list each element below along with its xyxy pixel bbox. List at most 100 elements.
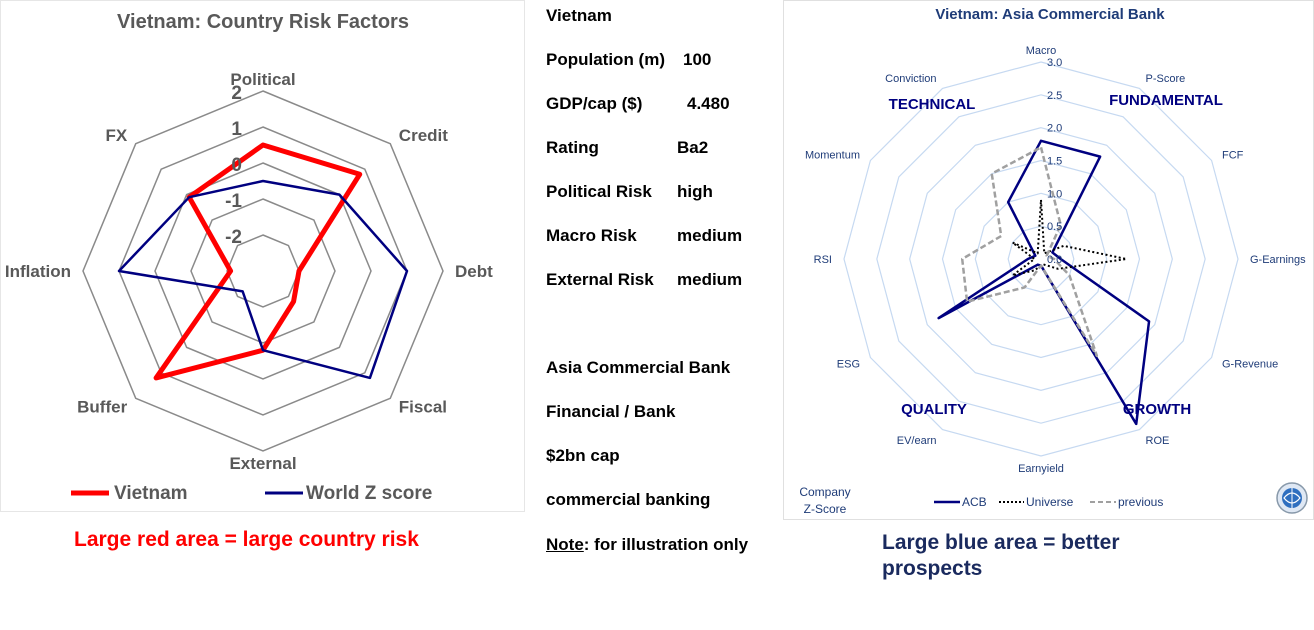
info-row-value: 100 — [683, 50, 712, 69]
info-row-value: high — [677, 182, 713, 201]
legend-label-universe: Universe — [1026, 495, 1074, 509]
info-row-label: Macro Risk — [546, 226, 637, 245]
company-zscore-chart-panel: Vietnam: Asia Commercial Bank Macro P-Sco… — [783, 0, 1314, 520]
series-vietnam — [153, 142, 363, 381]
info-row-label: GDP/cap ($) — [546, 94, 643, 113]
tick-labels: 3.0 2.5 2.0 1.5 1.0 0.5 0.0 — [1047, 57, 1062, 266]
chart-title: Vietnam: Country Risk Factors — [117, 11, 409, 33]
axis-label: EV/earn — [897, 435, 937, 447]
info-row-value: Ba2 — [677, 138, 709, 157]
info-row: Macro Risk medium — [546, 226, 742, 246]
info-row-label: Rating — [546, 138, 599, 157]
tick-label: 0.0 — [1047, 254, 1062, 266]
tick-label: 2.5 — [1047, 90, 1062, 102]
info-country: Vietnam — [546, 6, 612, 25]
axis-label: G-Earnings — [1250, 254, 1306, 266]
axis-label: External — [229, 454, 296, 473]
grid-ring — [1007, 225, 1075, 293]
grid-ring — [82, 90, 444, 452]
chart-title: Vietnam: Asia Commercial Bank — [935, 6, 1165, 23]
info-row-label: Population (m) — [546, 50, 665, 69]
grid-ring — [941, 159, 1141, 359]
group-label: FUNDAMENTAL — [1109, 92, 1223, 109]
info-row: External Risk medium — [546, 270, 742, 290]
note-text: : for illustration only — [583, 535, 749, 554]
group-labels: TECHNICAL FUNDAMENTAL QUALITY GROWTH — [889, 92, 1223, 418]
series-acb — [937, 139, 1151, 426]
info-cap: $2bn cap — [546, 446, 620, 465]
legend-label-vietnam: Vietnam — [114, 483, 188, 504]
radar-series-group — [937, 139, 1151, 426]
tick-label: -2 — [225, 227, 242, 248]
tick-label: 0.5 — [1047, 221, 1062, 233]
group-label: TECHNICAL — [889, 96, 976, 113]
axis-label: Macro — [1026, 45, 1057, 57]
tick-label: -1 — [225, 191, 242, 212]
tick-label: 1 — [231, 119, 242, 140]
info-row-value: 4.480 — [687, 94, 730, 113]
group-label: QUALITY — [901, 401, 967, 418]
axis-label: Earnyield — [1018, 463, 1064, 475]
axis-label: Inflation — [5, 262, 71, 281]
axis-label: Credit — [399, 126, 448, 145]
axis-label: Momentum — [805, 149, 860, 161]
grid-ring — [876, 94, 1206, 424]
caption-left: Large red area = large country risk — [74, 528, 419, 551]
company-zscore-radar-chart: Vietnam: Asia Commercial Bank Macro P-Sco… — [799, 6, 1308, 516]
corner-label-line2: Z-Score — [804, 502, 847, 516]
grid-ring — [909, 127, 1173, 391]
axis-label: FX — [105, 126, 127, 145]
axis-label: Conviction — [885, 73, 936, 85]
legend-label-previous: previous — [1118, 495, 1163, 509]
axis-label: Buffer — [77, 398, 127, 417]
grid-ring — [226, 234, 300, 308]
legend: Vietnam World Z score — [71, 483, 432, 504]
tick-label: 2 — [231, 83, 242, 104]
info-row: Population (m) 100 — [546, 50, 711, 70]
info-row-value: medium — [677, 226, 743, 245]
tick-label: 2.0 — [1047, 123, 1062, 135]
info-row-label: Political Risk — [546, 182, 652, 201]
info-row: Political Risk high — [546, 182, 713, 202]
series-previous — [960, 146, 1099, 357]
info-business: commercial banking — [546, 490, 711, 509]
radar-series-group — [117, 142, 409, 381]
axis-label: RSI — [814, 254, 832, 266]
tick-label: 1.5 — [1047, 156, 1062, 168]
tick-label: 0 — [231, 155, 242, 176]
info-row-value: medium — [677, 270, 743, 289]
axis-label: Fiscal — [399, 398, 447, 417]
tick-label: 1.0 — [1047, 188, 1062, 200]
corner-label-line1: Company — [799, 485, 850, 499]
grid-ring — [974, 192, 1108, 326]
grid-ring — [843, 61, 1239, 457]
legend: ACB Universe previous — [934, 495, 1163, 509]
info-sector: Financial / Bank — [546, 402, 676, 421]
legend-label-world: World Z score — [306, 483, 432, 504]
globe-logo-icon — [1276, 482, 1308, 514]
country-risk-radar-chart: Vietnam: Country Risk Factors Political C… — [5, 11, 493, 504]
axis-label: FCF — [1222, 149, 1244, 161]
legend-label-acb: ACB — [962, 495, 987, 509]
axis-label: ESG — [837, 358, 860, 370]
axis-label: P-Score — [1146, 73, 1186, 85]
note-label: Note — [546, 535, 584, 554]
series-world-z-score — [117, 179, 409, 380]
axis-label: ROE — [1146, 435, 1170, 447]
axis-labels: Macro P-Score FCF G-Earnings G-Revenue ROE Ear… — [805, 45, 1306, 475]
radar-grid — [843, 61, 1239, 457]
group-label: GROWTH — [1123, 401, 1191, 418]
grid-ring — [154, 162, 372, 380]
note: Note: for illustration only — [546, 534, 766, 556]
axis-label: Debt — [455, 262, 493, 281]
grid-ring — [118, 126, 408, 416]
info-row-label: External Risk — [546, 270, 654, 289]
axis-label: G-Revenue — [1222, 358, 1278, 370]
caption-right: Large blue area = better prospects — [882, 531, 1120, 580]
info-row: GDP/cap ($) 4.480 — [546, 94, 730, 114]
axis-labels: Political Credit Debt Fiscal External Buffer I… — [5, 70, 493, 473]
tick-labels: 2 1 0 -1 -2 — [225, 83, 242, 248]
grid-ring — [190, 198, 336, 344]
country-risk-chart-panel: Vietnam: Country Risk Factors Political C… — [0, 0, 525, 512]
info-row: Rating Ba2 — [546, 138, 708, 158]
